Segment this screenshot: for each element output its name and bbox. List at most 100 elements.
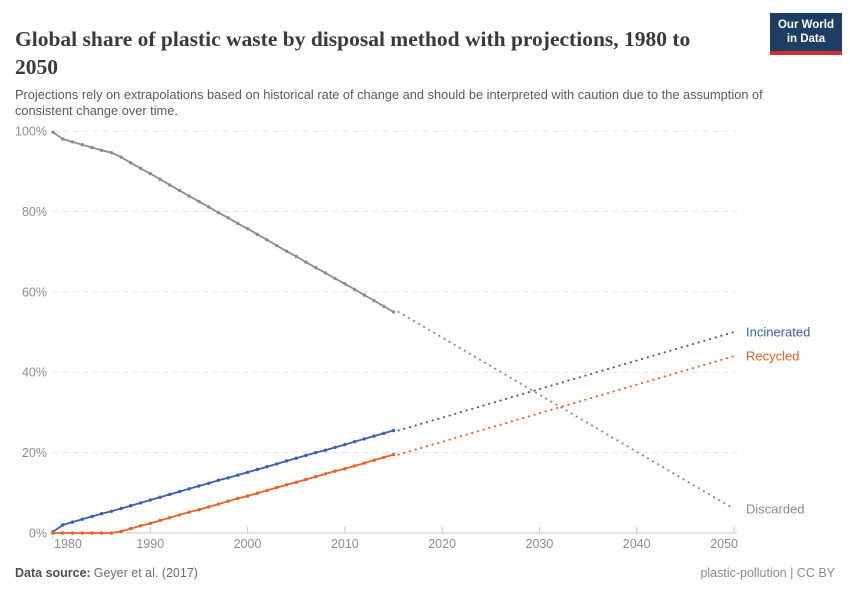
series-projection-recycled[interactable] <box>397 355 735 456</box>
x-axis-tick-label: 1990 <box>136 537 164 551</box>
series-point-recycled <box>362 461 366 465</box>
series-point-discarded <box>177 188 182 193</box>
series-point-recycled <box>284 483 289 487</box>
x-axis-tick-label: 2050 <box>710 537 738 551</box>
y-axis-tick-label: 0% <box>29 527 47 541</box>
series-point-incinerated <box>304 453 308 458</box>
series-point-recycled <box>187 510 191 514</box>
series-label-recycled[interactable]: Recycled <box>746 349 799 364</box>
series-point-recycled <box>343 467 347 471</box>
series-point-incinerated <box>226 476 230 480</box>
series-point-discarded <box>216 210 221 215</box>
license-text[interactable]: plastic-pollution | CC BY <box>700 566 835 580</box>
series-point-discarded <box>391 310 396 314</box>
owid-logo[interactable]: Our World in Data <box>769 13 842 55</box>
data-source: Data source: Geyer et al. (2017) <box>15 566 198 580</box>
series-point-recycled <box>275 485 279 490</box>
series-point-recycled <box>109 531 114 535</box>
series-point-incinerated <box>90 514 94 519</box>
series-label-discarded[interactable]: Discarded <box>746 501 805 516</box>
series-point-discarded <box>207 205 211 209</box>
series-point-recycled <box>352 464 357 468</box>
series-point-incinerated <box>382 431 386 435</box>
series-point-recycled <box>391 452 396 457</box>
series-point-incinerated <box>61 523 65 527</box>
series-point-incinerated <box>294 456 298 460</box>
series-point-incinerated <box>158 495 162 499</box>
series-point-discarded <box>109 151 114 155</box>
series-point-discarded <box>70 140 75 144</box>
series-point-discarded <box>99 148 104 152</box>
series-point-incinerated <box>284 459 289 463</box>
chart-title: Global share of plastic waste by disposa… <box>15 27 691 79</box>
series-point-discarded <box>148 171 152 176</box>
series-point-incinerated <box>177 489 182 494</box>
series-point-recycled <box>158 518 162 523</box>
series-point-discarded <box>352 287 357 292</box>
series-point-recycled <box>148 521 152 526</box>
series-point-recycled <box>207 505 211 509</box>
series-point-recycled <box>294 480 298 484</box>
series-point-recycled <box>304 477 308 482</box>
chart-subtitle: Projections rely on extrapolations based… <box>15 86 763 119</box>
series-point-incinerated <box>314 450 318 455</box>
owid-logo-line1: Our World <box>777 19 834 31</box>
series-point-discarded <box>226 216 230 220</box>
series-line-recycled[interactable] <box>53 453 394 534</box>
series-point-discarded <box>255 232 259 236</box>
series-projection-discarded[interactable] <box>397 310 735 510</box>
series-point-recycled <box>255 491 259 495</box>
series-point-discarded <box>275 243 279 248</box>
x-axis-tick-label: 2010 <box>331 537 359 551</box>
series-point-recycled <box>61 531 65 535</box>
series-point-incinerated <box>275 462 279 466</box>
series-point-incinerated <box>216 478 221 482</box>
owid-logo-line2: in Data <box>786 33 826 46</box>
series-point-discarded <box>294 254 298 259</box>
series-point-incinerated <box>119 506 123 511</box>
series-line-discarded[interactable] <box>52 131 394 313</box>
series-point-recycled <box>372 458 376 462</box>
series-point-incinerated <box>80 517 84 521</box>
series-point-incinerated <box>168 492 172 497</box>
y-axis-tick-label: 100% <box>15 125 47 139</box>
series-point-recycled <box>80 531 84 535</box>
series-point-discarded <box>119 155 123 159</box>
series-point-discarded <box>382 304 386 308</box>
series-point-incinerated <box>343 442 347 447</box>
series-point-incinerated <box>352 440 357 444</box>
series-point-recycled <box>333 469 337 473</box>
x-axis-tick-label: 2020 <box>428 537 456 551</box>
series-point-recycled <box>314 475 318 479</box>
series-point-discarded <box>372 298 376 303</box>
series-point-recycled <box>177 513 182 517</box>
line-chart-canvas[interactable]: 0% 20% 40% 60% 80% 100% 1980 1990 2000 2010 2020 20… <box>0 115 850 560</box>
series-point-incinerated <box>362 437 366 441</box>
series-point-discarded <box>304 260 308 264</box>
y-axis-tick-label: 80% <box>22 205 47 219</box>
y-axis-tick-label: 60% <box>22 285 47 299</box>
series-point-incinerated <box>236 473 240 477</box>
series-point-discarded <box>284 249 289 253</box>
series-point-recycled <box>129 526 133 531</box>
x-axis-tick-label: 2040 <box>623 537 651 551</box>
series-point-recycled <box>265 488 269 493</box>
series-point-discarded <box>61 137 65 141</box>
y-axis-tick-label: 20% <box>22 446 47 460</box>
series-label-incinerated[interactable]: Incinerated <box>746 325 810 340</box>
data-source-value: Geyer et al. (2017) <box>93 566 198 580</box>
series-projection-incinerated[interactable] <box>397 331 735 432</box>
series-point-incinerated <box>138 501 143 505</box>
series-line-incinerated[interactable] <box>52 429 394 533</box>
series-point-discarded <box>343 282 347 286</box>
series-point-incinerated <box>70 520 75 524</box>
series-point-discarded <box>197 199 201 204</box>
series-point-recycled <box>99 531 104 535</box>
series-point-incinerated <box>109 509 114 513</box>
series-point-discarded <box>90 145 94 150</box>
series-point-discarded <box>236 221 240 226</box>
series-point-discarded <box>80 143 84 147</box>
series-point-discarded <box>158 177 162 181</box>
series-point-incinerated <box>207 481 211 485</box>
